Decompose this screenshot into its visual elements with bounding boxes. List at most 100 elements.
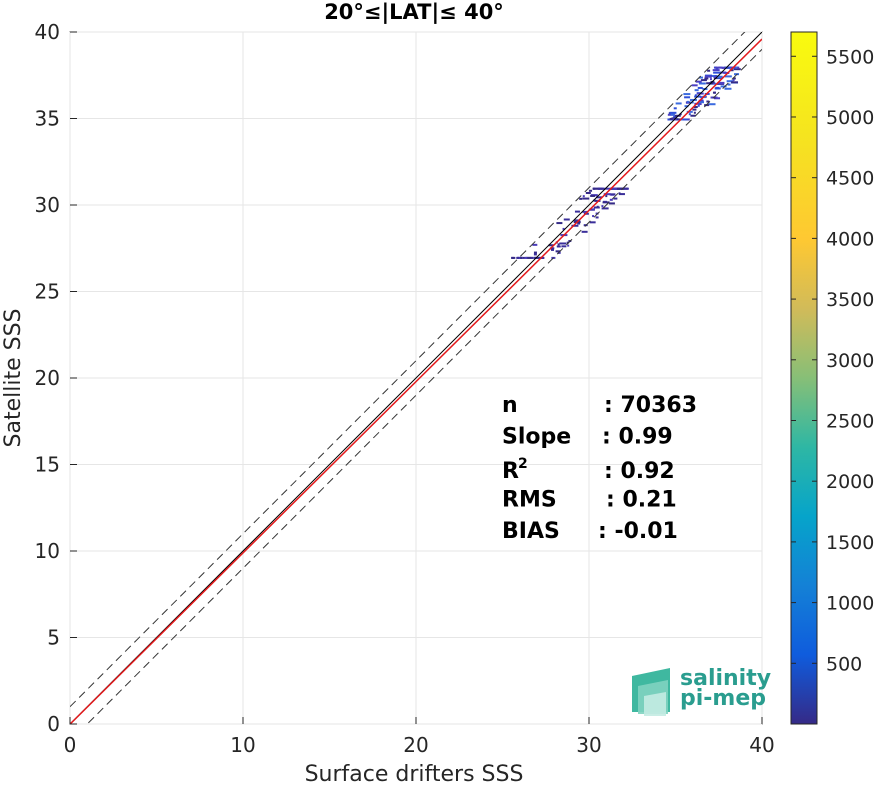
density-mark <box>597 187 604 190</box>
density-mark <box>563 218 570 221</box>
density-mark <box>726 80 734 83</box>
logo-line-2: pi-mep <box>680 686 766 711</box>
stat-label: Slope <box>502 425 571 450</box>
stat-value: : 0.99 <box>602 425 673 450</box>
density-mark <box>697 86 703 89</box>
y-axis-ticks: 0 5 10 15 20 25 30 35 40 <box>35 20 77 736</box>
density-mark <box>720 71 727 74</box>
density-mark <box>574 219 581 222</box>
stat-value: : 0.21 <box>606 488 677 513</box>
stat-value: : -0.01 <box>598 519 678 544</box>
colorbar-tick-label: 4500 <box>826 168 874 190</box>
density-mark <box>525 256 528 259</box>
y-tick-label: 30 <box>35 193 60 217</box>
density-mark <box>582 210 588 213</box>
x-tick-label: 40 <box>749 733 774 757</box>
density-mark <box>601 205 604 208</box>
density-mark <box>612 187 617 190</box>
density-mark <box>683 118 688 121</box>
density-mark <box>562 227 565 230</box>
density-mark <box>708 103 716 106</box>
colorbar-tick-label: 5000 <box>826 107 874 129</box>
density-mark <box>723 71 730 74</box>
density-mark <box>698 99 704 102</box>
x-tick-label: 10 <box>230 733 255 757</box>
density-mark <box>592 187 600 190</box>
density-mark <box>593 206 600 209</box>
density-mark <box>728 66 731 69</box>
density-mark <box>693 106 698 109</box>
density-mark <box>692 108 697 111</box>
density-mark <box>582 195 585 198</box>
colorbar-tick-label: 500 <box>826 653 862 675</box>
density-mark <box>567 244 570 247</box>
density-mark <box>721 66 728 69</box>
density-mark <box>548 244 554 247</box>
density-mark <box>618 192 621 195</box>
density-mark <box>667 118 670 121</box>
density-mark <box>517 256 524 259</box>
density-mark <box>556 245 561 248</box>
density-mark <box>616 187 624 190</box>
stat-value: : 0.92 <box>604 459 675 484</box>
density-mark <box>709 78 712 81</box>
density-mark <box>577 222 581 225</box>
density-mark <box>603 187 611 190</box>
density-mark <box>530 256 534 259</box>
y-axis-label: Satellite SSS <box>1 309 26 448</box>
stat-label: RMS <box>502 488 557 513</box>
chart-title: 20°≤|LAT|≤ 40° <box>324 0 504 25</box>
density-mark <box>589 221 596 224</box>
density-mark <box>698 82 706 85</box>
density-mark <box>693 111 696 114</box>
density-mark <box>713 76 718 79</box>
density-mark <box>622 187 628 190</box>
density-mark <box>608 202 615 205</box>
lower-bound-line <box>86 48 762 724</box>
y-tick-label: 15 <box>35 453 60 477</box>
density-mark <box>566 241 569 244</box>
density-mark <box>561 245 567 248</box>
colorbar-tick-label: 3500 <box>826 289 874 311</box>
density-mark <box>717 76 723 79</box>
density-mark <box>714 75 717 78</box>
stat-superscript: 2 <box>518 456 528 472</box>
density-mark <box>684 96 691 99</box>
density-mark <box>601 207 609 210</box>
density-mark <box>691 84 698 87</box>
density-mark <box>690 114 696 117</box>
density-mark <box>694 94 697 97</box>
stats-annotation: n: 70363 Slope: 0.99 R 2: 0.92 RMS: 0.21 BIAS… <box>502 393 697 544</box>
density-mark <box>720 85 727 88</box>
y-tick-label: 25 <box>35 280 60 304</box>
colorbar-tick-label: 2000 <box>826 471 874 493</box>
density-mark <box>613 197 618 200</box>
density-mark <box>517 256 520 259</box>
density-mark <box>609 193 616 196</box>
density-mark <box>527 256 532 259</box>
y-tick-label: 35 <box>35 107 60 131</box>
density-mark <box>550 247 555 250</box>
density-mark <box>533 253 537 256</box>
density-mark <box>602 201 610 204</box>
density-mark <box>679 113 682 116</box>
density-mark <box>714 66 722 69</box>
density-mark <box>688 113 691 116</box>
density-mark <box>706 82 714 85</box>
stat-label: BIAS <box>502 519 560 544</box>
reference-lines <box>70 32 762 724</box>
density-mark <box>581 230 588 233</box>
colorbar-tick-label: 1000 <box>826 593 874 615</box>
density-mark <box>675 102 682 105</box>
density-mark <box>590 194 596 197</box>
density-mark <box>684 105 689 108</box>
density-mark <box>686 110 693 113</box>
density-mark <box>579 197 583 200</box>
density-mark <box>710 74 718 77</box>
density-mark <box>511 256 516 259</box>
density-mark <box>712 69 720 72</box>
density-mark <box>686 100 689 103</box>
colorbar-tick-label: 1500 <box>826 532 874 554</box>
density-mark <box>697 104 700 107</box>
colorbar-tick-label: 4000 <box>826 228 874 250</box>
